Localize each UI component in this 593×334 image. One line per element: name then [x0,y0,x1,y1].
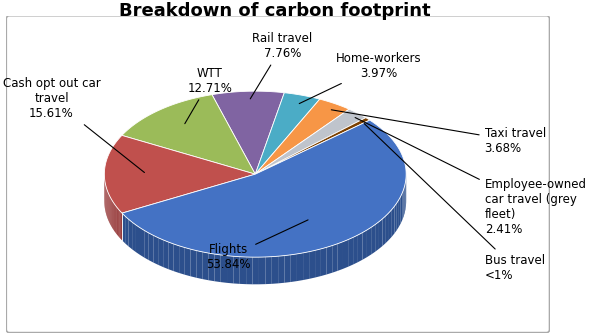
Polygon shape [113,202,114,230]
Polygon shape [255,93,320,174]
Polygon shape [179,246,185,275]
Polygon shape [332,244,337,273]
Polygon shape [285,255,291,283]
Polygon shape [202,252,208,280]
Polygon shape [144,230,149,260]
Text: Home-workers
3.97%: Home-workers 3.97% [299,51,422,104]
Polygon shape [115,205,116,233]
Polygon shape [375,222,379,252]
Text: Rail travel
7.76%: Rail travel 7.76% [250,32,313,99]
Polygon shape [399,196,401,227]
Polygon shape [117,208,118,236]
Text: Cash opt out car
travel
15.61%: Cash opt out car travel 15.61% [2,77,145,173]
Polygon shape [104,135,255,213]
Polygon shape [255,99,349,174]
Polygon shape [358,232,362,262]
Polygon shape [116,207,117,235]
Polygon shape [321,247,327,276]
Polygon shape [121,212,122,240]
Polygon shape [404,182,406,213]
Polygon shape [140,228,144,258]
Polygon shape [132,222,136,252]
Polygon shape [136,225,140,255]
Text: WTT
12.71%: WTT 12.71% [185,66,232,124]
Polygon shape [382,216,386,246]
Polygon shape [240,257,246,284]
Polygon shape [394,203,397,233]
Polygon shape [118,208,119,236]
Polygon shape [122,120,406,257]
Text: Employee-owned
car travel (grey
fleet)
2.41%: Employee-owned car travel (grey fleet) 2… [355,118,586,236]
Polygon shape [168,242,174,271]
Polygon shape [379,219,382,249]
Polygon shape [255,118,370,174]
Polygon shape [389,209,392,240]
Polygon shape [303,252,309,280]
Polygon shape [215,254,221,282]
Polygon shape [246,257,253,284]
Polygon shape [227,256,234,284]
Polygon shape [125,216,129,246]
Polygon shape [259,257,266,284]
Polygon shape [353,235,358,265]
Polygon shape [367,227,371,257]
Polygon shape [253,257,259,284]
Polygon shape [266,257,272,284]
Text: Bus travel
<1%: Bus travel <1% [364,124,545,282]
Polygon shape [149,233,154,263]
Polygon shape [122,95,255,174]
Text: Flights
53.84%: Flights 53.84% [206,220,308,271]
Polygon shape [163,240,168,269]
Text: Breakdown of carbon footprint: Breakdown of carbon footprint [119,2,431,20]
Polygon shape [371,224,375,255]
Polygon shape [348,237,353,267]
Polygon shape [120,211,121,239]
Polygon shape [386,213,389,243]
Polygon shape [309,250,315,279]
Polygon shape [337,242,343,271]
Polygon shape [402,189,404,220]
Polygon shape [401,193,402,223]
Polygon shape [397,200,399,230]
Polygon shape [154,235,158,265]
Polygon shape [362,230,367,260]
Polygon shape [185,247,190,276]
Polygon shape [174,244,179,273]
Polygon shape [221,255,227,283]
Polygon shape [212,91,284,174]
Polygon shape [255,109,366,174]
Text: Taxi travel
3.68%: Taxi travel 3.68% [331,110,546,155]
Polygon shape [327,245,332,275]
Polygon shape [291,254,297,282]
Polygon shape [119,209,120,237]
Polygon shape [158,238,163,267]
Polygon shape [129,219,132,249]
Polygon shape [122,213,125,243]
Polygon shape [190,249,196,278]
Polygon shape [272,256,278,284]
Polygon shape [278,256,285,283]
Polygon shape [315,249,321,278]
Polygon shape [343,239,348,269]
Polygon shape [392,206,394,237]
Polygon shape [114,204,115,232]
Polygon shape [297,253,303,281]
Polygon shape [234,256,240,284]
Polygon shape [208,253,215,281]
Polygon shape [196,250,202,279]
